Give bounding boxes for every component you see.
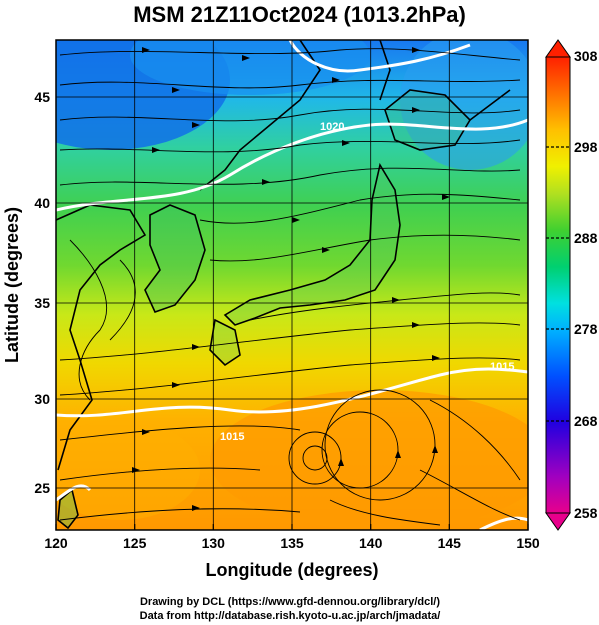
x-axis-ticks <box>55 524 529 530</box>
y-axis-tick-labels: 25 30 35 40 45 <box>34 89 50 496</box>
colorbar-tick-label: 268 <box>574 413 598 429</box>
x-tick-label: 145 <box>438 535 462 551</box>
colorbar: 308 298 288 278 268 258 <box>545 39 598 531</box>
map-title: MSM 21Z11Oct2024 (1013.2hPa) <box>133 2 466 27</box>
y-tick-label: 25 <box>34 480 50 496</box>
wind-streamlines <box>59 48 521 526</box>
temperature-field <box>56 40 528 530</box>
contour-label-1015-a: 1015 <box>220 431 244 443</box>
y-tick-label: 30 <box>34 391 50 407</box>
x-tick-label: 125 <box>123 535 147 551</box>
y-axis-label: Latitude (degrees) <box>2 207 22 363</box>
y-tick-label: 35 <box>34 295 50 311</box>
credit-data-source: Data from http://database.rish.kyoto-u.a… <box>139 610 441 622</box>
colorbar-tick-label: 258 <box>574 505 598 521</box>
x-axis-label: Longitude (degrees) <box>205 560 378 580</box>
y-tick-label: 40 <box>34 195 50 211</box>
credit-drawing: Drawing by DCL (https://www.gfd-dennou.o… <box>139 596 441 608</box>
x-tick-label: 140 <box>359 535 383 551</box>
colorbar-top-triangle <box>545 39 571 58</box>
y-tick-label: 45 <box>34 89 50 105</box>
wind-arrowheads <box>132 47 450 511</box>
x-tick-label: 120 <box>44 535 68 551</box>
contour-label-1015-b: 1015 <box>490 361 514 373</box>
colorbar-tick-label: 288 <box>574 230 598 246</box>
x-axis-tick-labels: 120 125 130 135 140 145 150 <box>44 535 540 551</box>
colorbar-tick-label: 278 <box>574 321 598 337</box>
x-tick-label: 135 <box>280 535 304 551</box>
contour-label-group: 1020 1015 1015 <box>220 121 514 443</box>
map-grid <box>56 40 528 530</box>
colorbar-gradient <box>545 56 571 514</box>
x-tick-label: 150 <box>516 535 540 551</box>
contour-label-1020: 1020 <box>320 121 344 133</box>
land-outlines <box>56 40 511 530</box>
colorbar-bottom-triangle <box>545 512 571 531</box>
colorbar-tick-label: 308 <box>574 48 598 64</box>
x-tick-label: 130 <box>202 535 226 551</box>
colorbar-tick-label: 298 <box>574 139 598 155</box>
